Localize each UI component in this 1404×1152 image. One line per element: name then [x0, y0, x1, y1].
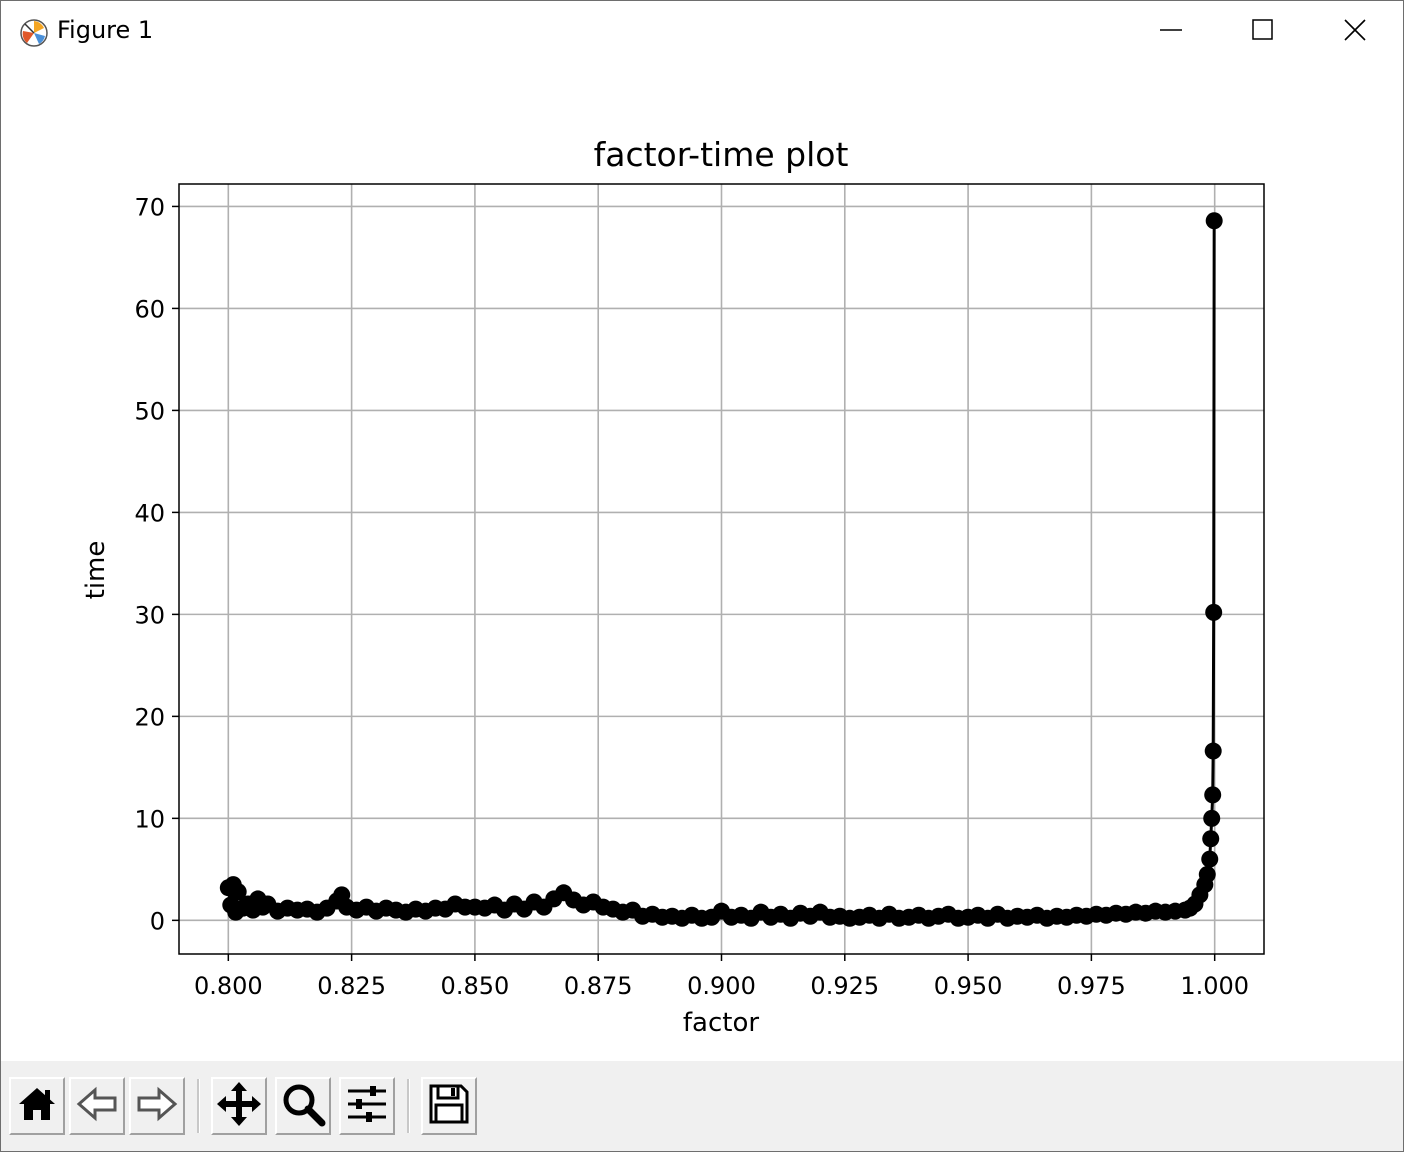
y-tick-label: 20 — [134, 703, 165, 731]
floppy-disk-icon — [427, 1082, 471, 1130]
toolbar-separator — [197, 1079, 200, 1133]
forward-button[interactable] — [129, 1077, 185, 1135]
home-icon — [15, 1082, 59, 1130]
ticks: 0.800 0.825 0.850 0.875 0.900 0.925 0.950 0.975… — [134, 193, 1249, 1000]
x-tick-label: 1.000 — [1180, 972, 1249, 1000]
y-axis-label: time — [81, 541, 111, 600]
minimize-icon — [1159, 18, 1183, 46]
window-title: Figure 1 — [57, 16, 154, 44]
x-tick-label: 0.800 — [194, 972, 263, 1000]
data-point — [1203, 809, 1221, 827]
x-tick-label: 0.900 — [687, 972, 756, 1000]
data-layer — [219, 212, 1223, 927]
y-tick-label: 60 — [134, 295, 165, 323]
grid — [179, 184, 1264, 954]
y-tick-label: 30 — [134, 601, 165, 629]
y-tick-label: 40 — [134, 499, 165, 527]
zoom-button[interactable] — [275, 1077, 331, 1135]
navigation-toolbar — [1, 1061, 1403, 1151]
sliders-icon — [344, 1081, 390, 1131]
matplotlib-logo-icon — [19, 18, 49, 48]
home-button[interactable] — [9, 1077, 65, 1135]
title-bar[interactable]: Figure 1 — [1, 1, 1403, 63]
pan-move-icon — [215, 1080, 263, 1132]
data-point — [1204, 742, 1222, 760]
data-point — [1202, 830, 1220, 848]
data-point — [1205, 212, 1223, 230]
y-tick-label: 50 — [134, 397, 165, 425]
data-point — [1201, 850, 1219, 868]
y-tick-label: 70 — [134, 193, 165, 221]
close-icon — [1343, 18, 1367, 46]
plot-svg: 0.800 0.825 0.850 0.875 0.900 0.925 0.950 0.975… — [81, 135, 1265, 1038]
zoom-magnifier-icon — [280, 1081, 326, 1131]
save-button[interactable] — [421, 1077, 477, 1135]
x-tick-label: 0.950 — [934, 972, 1003, 1000]
maximize-icon — [1251, 18, 1275, 46]
chart-title: factor-time plot — [594, 135, 849, 174]
toolbar-separator — [407, 1079, 410, 1133]
data-point — [229, 883, 247, 901]
x-tick-label: 0.825 — [317, 972, 386, 1000]
data-point — [1204, 786, 1222, 804]
data-point — [1205, 603, 1223, 621]
pan-button[interactable] — [211, 1077, 267, 1135]
x-tick-label: 0.925 — [810, 972, 879, 1000]
x-axis-label: factor — [683, 1008, 759, 1038]
configure-subplots-button[interactable] — [339, 1077, 395, 1135]
maximize-button[interactable] — [1217, 1, 1309, 63]
figure-canvas[interactable]: 0.800 0.825 0.850 0.875 0.900 0.925 0.950 0.975… — [1, 63, 1403, 1061]
data-point — [1198, 865, 1216, 883]
x-tick-label: 0.850 — [441, 972, 510, 1000]
close-button[interactable] — [1309, 1, 1401, 63]
forward-arrow-icon — [135, 1082, 179, 1130]
back-button[interactable] — [69, 1077, 125, 1135]
minimize-button[interactable] — [1125, 1, 1217, 63]
x-tick-label: 0.875 — [564, 972, 633, 1000]
y-tick-label: 10 — [134, 805, 165, 833]
back-arrow-icon — [75, 1082, 119, 1130]
x-tick-label: 0.975 — [1057, 972, 1126, 1000]
y-tick-label: 0 — [150, 907, 165, 935]
